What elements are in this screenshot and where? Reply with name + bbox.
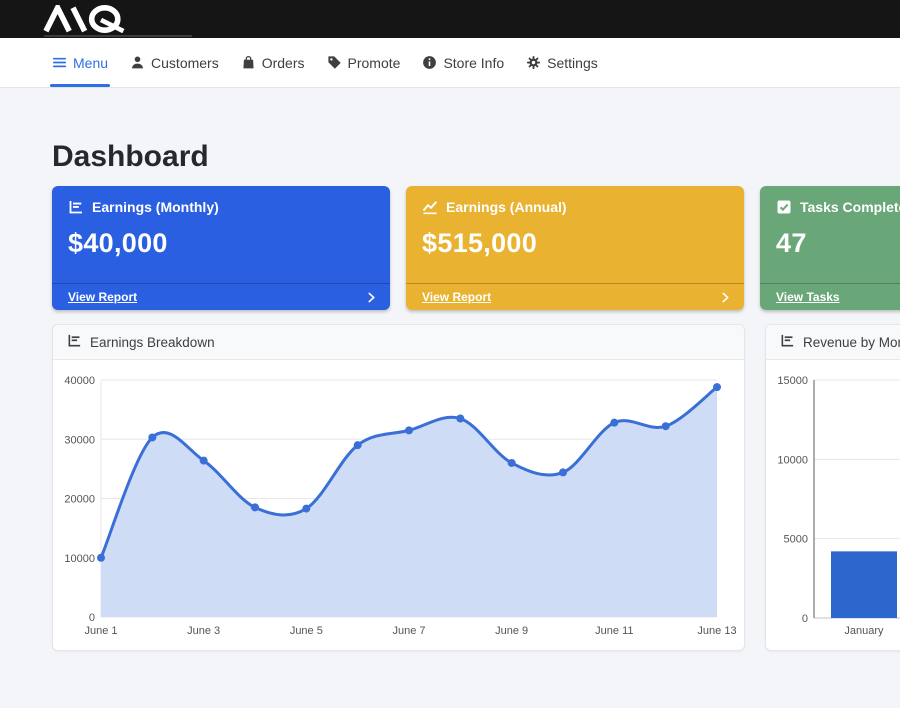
person-icon bbox=[130, 55, 145, 70]
axis-label: June 3 bbox=[187, 625, 220, 637]
axis-label: June 7 bbox=[392, 625, 425, 637]
data-point bbox=[353, 441, 362, 450]
page-title: Dashboard bbox=[52, 140, 209, 173]
hamburger-icon bbox=[52, 55, 67, 70]
stat-cards-row: Earnings (Monthly) $40,000 View Report Earn… bbox=[52, 186, 900, 310]
nav-item-settings[interactable]: Settings bbox=[526, 38, 598, 87]
stat-card-earnings-monthly: Earnings (Monthly) $40,000 View Report bbox=[52, 186, 390, 310]
earnings-breakdown-card: Earnings Breakdown 0 10000 20000 30000 40000… bbox=[52, 324, 745, 651]
revenue-by-month-header: Revenue by Month bbox=[766, 325, 900, 360]
nav-item-store-info[interactable]: Store Info bbox=[422, 38, 504, 87]
main-content: Dashboard Earnings (Monthly) $40,000 View … bbox=[0, 88, 900, 651]
earnings-breakdown-header: Earnings Breakdown bbox=[53, 325, 744, 360]
axis-label: June 5 bbox=[290, 625, 323, 637]
nav-item-customers[interactable]: Customers bbox=[130, 38, 219, 87]
nav-item-label: Menu bbox=[73, 54, 109, 71]
data-point bbox=[661, 422, 670, 431]
stat-card-value: $515,000 bbox=[422, 228, 538, 258]
axis-label: June 9 bbox=[495, 625, 528, 637]
data-point bbox=[456, 414, 465, 423]
chevron-right-icon bbox=[367, 292, 376, 303]
stat-card-footer-label: View Tasks bbox=[776, 290, 840, 304]
line-chart-icon bbox=[422, 199, 438, 215]
bar-chart-svg: 0 5000 10000 15000 January bbox=[777, 375, 900, 637]
data-point bbox=[302, 504, 311, 513]
stat-card-title: Earnings (Monthly) bbox=[92, 199, 219, 215]
stat-card-value: $40,000 bbox=[68, 228, 168, 258]
stat-card-footer-label: View Report bbox=[68, 290, 138, 304]
info-icon bbox=[422, 55, 437, 70]
stat-card-title: Earnings (Annual) bbox=[446, 199, 567, 215]
chart-icon bbox=[67, 333, 82, 351]
axis-label: 40000 bbox=[64, 375, 95, 387]
axis-label: 15000 bbox=[777, 375, 808, 387]
data-point bbox=[199, 456, 208, 465]
nav-item-menu[interactable]: Menu bbox=[49, 38, 111, 87]
data-point bbox=[405, 426, 413, 435]
stat-card-footer-label: View Report bbox=[422, 290, 492, 304]
axis-label: 0 bbox=[802, 613, 808, 625]
data-point bbox=[507, 458, 516, 467]
revenue-by-month-chart[interactable]: 0 5000 10000 15000 January bbox=[766, 360, 900, 650]
view-tasks-link[interactable]: View Tasks bbox=[760, 283, 900, 310]
axis-label: January bbox=[844, 625, 884, 637]
stat-card-tasks-completed: Tasks Completed 47 View Tasks bbox=[760, 186, 900, 310]
data-point bbox=[559, 468, 567, 477]
tag-icon bbox=[327, 55, 342, 70]
line-chart-svg: 0 10000 20000 30000 40000 June 1 June 3 June 5 J… bbox=[64, 375, 736, 637]
nav-item-label: Store Info bbox=[443, 54, 505, 71]
stat-card-body: Earnings (Monthly) $40,000 bbox=[52, 186, 390, 283]
chevron-right-icon bbox=[721, 292, 730, 303]
stat-card-title: Tasks Completed bbox=[800, 199, 900, 215]
data-point bbox=[148, 433, 157, 442]
bag-icon bbox=[241, 55, 256, 70]
nav-item-label: Orders bbox=[261, 54, 305, 71]
nav-item-label: Customers bbox=[151, 54, 219, 71]
gear-icon bbox=[526, 55, 541, 70]
nav-item-orders[interactable]: Orders bbox=[241, 38, 305, 87]
area-fill bbox=[101, 387, 717, 617]
check-square-icon bbox=[776, 199, 792, 215]
chart-title: Earnings Breakdown bbox=[90, 334, 215, 350]
axis-label: 30000 bbox=[64, 434, 95, 446]
axis-label: 10000 bbox=[777, 454, 808, 466]
stat-card-title-row: Earnings (Monthly) bbox=[68, 199, 374, 215]
main-nav: Menu Customers Orders Promote Store Info Sett… bbox=[0, 38, 900, 88]
stat-card-body: Earnings (Annual) $515,000 bbox=[406, 186, 744, 283]
stat-card-title-row: Tasks Completed bbox=[776, 199, 900, 215]
data-point bbox=[610, 418, 619, 427]
bar-january bbox=[831, 551, 897, 618]
axis-label: June 11 bbox=[595, 625, 633, 637]
aq-logo-icon bbox=[43, 5, 125, 33]
view-report-link[interactable]: View Report bbox=[52, 283, 390, 310]
stat-card-title-row: Earnings (Annual) bbox=[422, 199, 728, 215]
axis-label: 10000 bbox=[64, 553, 95, 565]
topbar bbox=[0, 0, 900, 38]
chart-icon bbox=[780, 333, 795, 351]
axis-label: June 1 bbox=[84, 625, 117, 637]
data-point bbox=[713, 383, 721, 392]
nav-item-label: Settings bbox=[547, 54, 598, 71]
data-point bbox=[97, 553, 105, 562]
axis-label: 5000 bbox=[784, 534, 808, 546]
logo-underline bbox=[44, 35, 192, 37]
charts-row: Earnings Breakdown 0 10000 20000 30000 40000… bbox=[52, 324, 900, 651]
axis-label: 0 bbox=[89, 612, 95, 624]
earnings-breakdown-chart[interactable]: 0 10000 20000 30000 40000 June 1 June 3 June 5 J… bbox=[53, 360, 744, 650]
revenue-by-month-card: Revenue by Month 0 5000 10000 15000 January bbox=[765, 324, 900, 651]
nav-item-label: Promote bbox=[347, 54, 401, 71]
axis-label: June 13 bbox=[697, 625, 736, 637]
bar-chart-icon bbox=[68, 199, 84, 215]
axis-label: 20000 bbox=[64, 494, 95, 506]
nav-item-promote[interactable]: Promote bbox=[327, 38, 401, 87]
data-point bbox=[251, 503, 259, 512]
view-report-link[interactable]: View Report bbox=[406, 283, 744, 310]
chart-title: Revenue by Month bbox=[803, 334, 900, 350]
stat-card-value: 47 bbox=[776, 228, 807, 258]
stat-card-body: Tasks Completed 47 bbox=[760, 186, 900, 283]
stat-card-earnings-annual: Earnings (Annual) $515,000 View Report bbox=[406, 186, 744, 310]
app-logo[interactable] bbox=[42, 5, 132, 33]
